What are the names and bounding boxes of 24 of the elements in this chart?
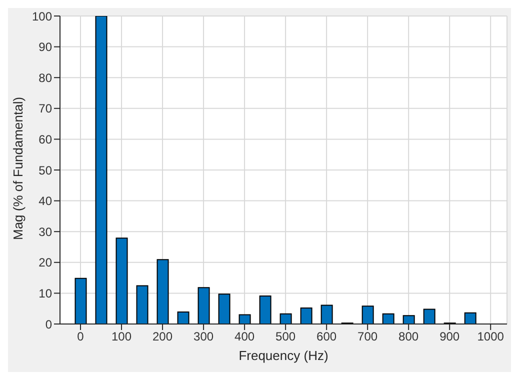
y-tick-label: 90 — [38, 40, 52, 54]
y-tick-label: 30 — [38, 224, 52, 239]
x-tick-label: 800 — [398, 330, 419, 344]
y-axis-title: Mag (% of Fundamental) — [10, 96, 26, 240]
x-tick-label: 500 — [276, 330, 296, 344]
x-tick-label: 300 — [194, 330, 214, 344]
x-tick-label: 700 — [358, 330, 378, 344]
y-tick-label: 10 — [38, 286, 52, 300]
y-tick-label: 20 — [38, 256, 52, 270]
y-tick-label: 60 — [38, 132, 52, 146]
y-tick-label: 100 — [32, 9, 52, 24]
x-tick-label: 1000 — [477, 330, 504, 344]
y-tick-label: 80 — [38, 70, 52, 85]
x-tick-label: 0 — [77, 330, 84, 344]
x-tick-label: 100 — [112, 330, 132, 344]
x-axis-title: Frequency (Hz) — [238, 348, 328, 363]
x-tick-label: 200 — [152, 330, 173, 344]
y-tick-label: 40 — [38, 194, 52, 208]
y-tick-label: 70 — [38, 102, 52, 116]
x-tick-label: 400 — [234, 330, 255, 344]
y-tick-label: 50 — [38, 163, 52, 178]
x-tick-label: 900 — [440, 330, 460, 344]
y-tick-label: 0 — [45, 317, 52, 332]
x-tick-label: 600 — [316, 330, 337, 344]
